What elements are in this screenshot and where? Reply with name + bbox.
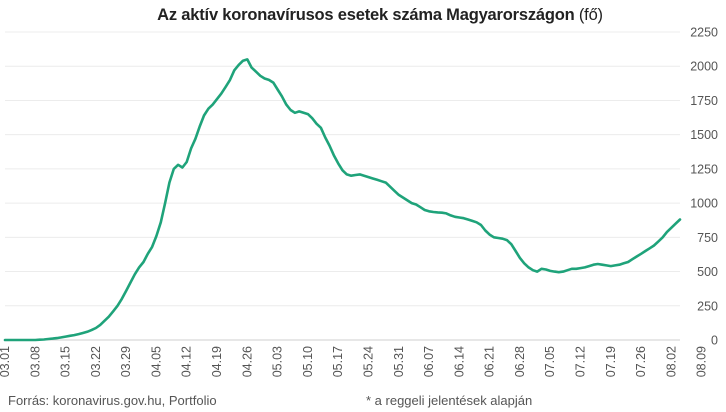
x-tick-label: 03.29	[119, 346, 133, 377]
x-tick-label: 07.19	[604, 346, 618, 377]
x-tick-label: 08.16	[725, 346, 726, 377]
y-tick-label: 0	[711, 334, 718, 348]
y-axis-ticks: 0 250 500 750 1000 1250 1500 1750 2000 2250	[690, 26, 718, 348]
chart-title-unit: (fő)	[578, 6, 603, 24]
x-tick-label: 03.08	[28, 346, 42, 377]
source-text: Forrás: koronavirus.gov.hu, Portfolio	[8, 393, 217, 408]
x-tick-label: 04.19	[210, 346, 224, 377]
x-tick-label: 05.03	[271, 346, 285, 377]
x-tick-label: 05.24	[361, 346, 375, 377]
x-tick-label: 07.26	[634, 346, 648, 377]
x-tick-label: 05.10	[301, 346, 315, 377]
series-group	[3, 58, 682, 342]
x-tick-label: 07.12	[573, 346, 587, 377]
x-tick-label: 06.28	[513, 346, 527, 377]
x-tick-label: 04.26	[240, 346, 254, 377]
x-axis-ticks: 03.01 03.08 03.15 03.22 03.29 04.05 04.12 04.19…	[0, 346, 726, 377]
x-tick-label: 04.12	[180, 346, 194, 377]
y-tick-label: 750	[697, 231, 718, 245]
x-tick-label: 06.07	[422, 346, 436, 377]
y-tick-label: 1000	[690, 197, 718, 211]
x-tick-label: 03.15	[59, 346, 73, 377]
x-tick-label: 06.21	[483, 346, 497, 377]
y-tick-label: 2000	[690, 60, 718, 74]
x-tick-label: 08.09	[695, 346, 709, 377]
y-tick-label: 1750	[690, 94, 718, 108]
x-tick-label: 04.05	[149, 346, 163, 377]
x-tick-label: 03.01	[0, 346, 12, 377]
chart-title-text: Az aktív koronavírusos esetek száma Magy…	[157, 6, 575, 24]
x-tick-label: 06.14	[452, 346, 466, 377]
x-tick-label: 05.17	[331, 346, 345, 377]
chart-title: Az aktív koronavírusos esetek száma Magy…	[80, 6, 680, 25]
y-tick-label: 1500	[690, 128, 718, 142]
grid-lines	[5, 31, 680, 341]
x-tick-label: 03.22	[89, 346, 103, 377]
y-tick-label: 1250	[690, 162, 718, 176]
y-tick-label: 500	[697, 265, 718, 279]
footnote-text: * a reggeli jelentések alapján	[366, 393, 533, 408]
x-tick-label: 05.31	[392, 346, 406, 377]
x-tick-label: 07.05	[543, 346, 557, 377]
series-line-active-cases	[3, 58, 682, 342]
x-tick-label: 08.02	[664, 346, 678, 377]
y-tick-label: 2250	[690, 26, 718, 40]
y-tick-label: 250	[697, 299, 718, 313]
